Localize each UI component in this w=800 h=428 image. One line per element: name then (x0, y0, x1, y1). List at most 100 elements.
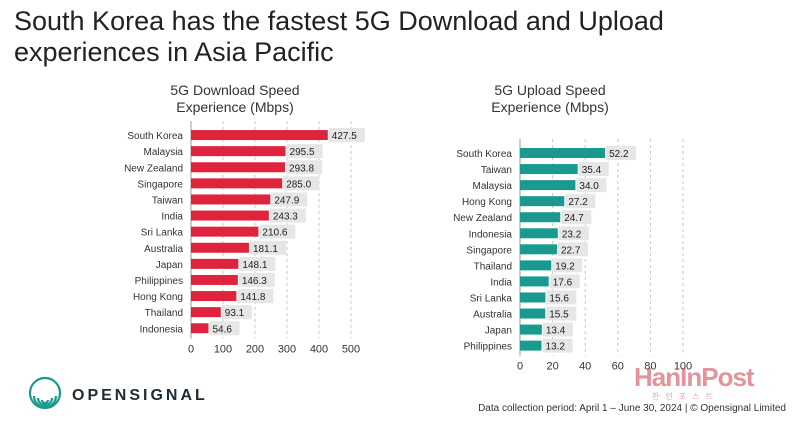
x-tick-label: 20 (546, 361, 558, 373)
value-label: 146.3 (242, 276, 267, 287)
value-label: 34.0 (579, 181, 599, 192)
value-label-bg (542, 322, 573, 337)
value-label-bg (328, 128, 365, 143)
value-label-bg (249, 240, 286, 255)
bar (191, 178, 283, 189)
bar (520, 244, 558, 255)
value-label-bg (558, 242, 589, 257)
bar (191, 162, 286, 173)
bar (191, 242, 249, 253)
category-label: Philippines (464, 342, 512, 353)
bar (191, 130, 328, 141)
bar (520, 308, 546, 319)
category-label: Taiwan (152, 195, 183, 206)
bar (191, 210, 269, 221)
value-label-bg (221, 305, 252, 320)
bar (520, 196, 565, 207)
value-label: 13.4 (546, 326, 566, 337)
bar (191, 226, 259, 237)
value-label-bg (606, 146, 637, 161)
value-label-bg (283, 176, 320, 191)
value-label-bg (546, 290, 577, 305)
value-label: 15.6 (549, 293, 569, 304)
bar (191, 146, 286, 157)
category-label: South Korea (456, 149, 512, 160)
download-chart-title: 5G Download Speed Experience (Mbps) (170, 82, 300, 115)
bar (520, 164, 578, 175)
category-label: Singapore (137, 179, 183, 190)
watermark-subtext: 한인포스트 (652, 392, 719, 401)
value-label: 93.1 (225, 308, 245, 319)
category-label: Japan (156, 260, 183, 271)
bar (520, 212, 561, 223)
value-label-bg (269, 208, 306, 223)
bar (191, 291, 237, 302)
category-label: Thailand (145, 308, 183, 319)
value-label: 181.1 (253, 244, 278, 255)
category-label: Japan (485, 326, 512, 337)
bar (191, 194, 271, 205)
value-label-bg (286, 144, 323, 159)
value-label: 285.0 (286, 179, 311, 190)
category-label: India (161, 212, 183, 223)
value-label-bg (552, 258, 583, 273)
category-label: Hong Kong (133, 292, 183, 303)
opensignal-wordmark: OPENSIGNAL (72, 386, 208, 404)
value-label: 23.2 (562, 229, 582, 240)
upload-chart-title: 5G Upload Speed Experience (Mbps) (491, 82, 609, 115)
value-label: 35.4 (582, 165, 602, 176)
value-label-bg (576, 178, 607, 193)
bar (520, 228, 558, 239)
value-label: 247.9 (274, 195, 299, 206)
x-tick-label: 80 (644, 361, 656, 373)
value-label-bg (209, 321, 240, 336)
value-label: 24.7 (564, 213, 584, 224)
opensignal-brand: OPENSIGNAL (28, 376, 208, 415)
category-label: Malaysia (473, 181, 513, 192)
value-label-bg (565, 194, 596, 209)
watermark-logo: HanInPost (634, 362, 755, 392)
value-label-bg (546, 306, 577, 321)
x-tick-label: 100 (214, 343, 232, 355)
value-label: 52.2 (609, 149, 629, 160)
value-label: 27.2 (568, 197, 588, 208)
x-tick-label: 60 (612, 361, 624, 373)
category-label: Sri Lanka (470, 293, 513, 304)
value-label: 19.2 (555, 261, 575, 272)
category-label: Indonesia (140, 324, 184, 335)
category-label: Australia (144, 244, 183, 255)
value-label: 243.3 (273, 212, 298, 223)
bar (520, 180, 576, 191)
value-label: 15.5 (549, 310, 569, 321)
category-label: New Zealand (124, 163, 183, 174)
value-label-bg (271, 192, 308, 207)
bar (520, 276, 549, 287)
x-tick-label: 300 (278, 343, 296, 355)
bar (191, 274, 238, 285)
value-label-bg (542, 338, 573, 353)
opensignal-logo-icon (28, 376, 62, 415)
bar (191, 258, 239, 269)
value-label-bg (558, 226, 589, 241)
x-tick-label: 400 (310, 343, 328, 355)
value-label-bg (286, 160, 323, 175)
value-label-bg (578, 162, 609, 177)
value-label: 22.7 (561, 245, 581, 256)
bar (520, 340, 542, 351)
bar (520, 292, 546, 303)
bar (520, 324, 542, 335)
bar (191, 307, 221, 318)
category-label: Indonesia (469, 229, 513, 240)
category-label: India (490, 277, 512, 288)
value-label: 427.5 (332, 131, 357, 142)
category-label: South Korea (127, 131, 183, 142)
category-label: Taiwan (481, 165, 512, 176)
bar (520, 148, 606, 159)
category-label: Singapore (466, 245, 512, 256)
category-label: Philippines (135, 276, 183, 287)
value-label: 141.8 (240, 292, 265, 303)
category-label: New Zealand (453, 213, 512, 224)
bar (520, 260, 552, 271)
